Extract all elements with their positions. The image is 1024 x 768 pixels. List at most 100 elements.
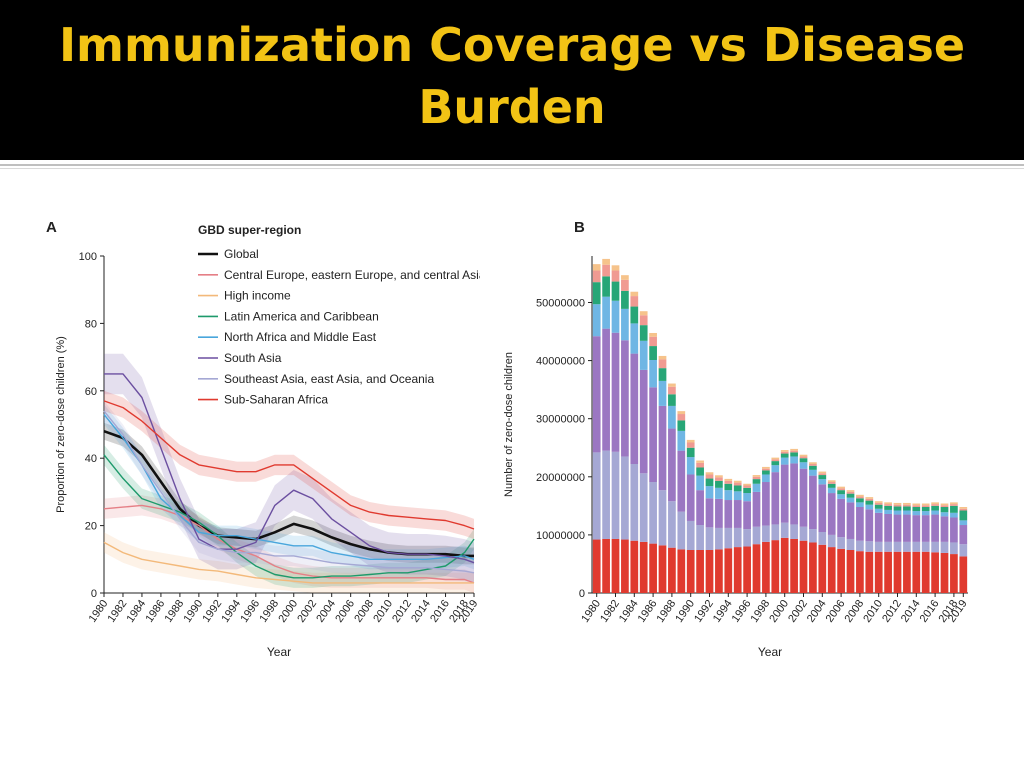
bar-segment xyxy=(715,527,723,550)
bar-segment xyxy=(649,387,657,483)
bar-segment xyxy=(884,551,892,593)
bar-segment xyxy=(696,467,704,476)
bar-segment xyxy=(790,538,798,593)
bar-segment xyxy=(818,471,827,474)
bar-segment xyxy=(696,460,704,463)
bar-segment xyxy=(743,487,751,494)
bar-segment xyxy=(837,548,845,593)
x-tick-label: 1988 xyxy=(654,598,678,625)
bar-segment xyxy=(959,510,968,521)
bar-segment xyxy=(856,551,864,593)
bar-segment xyxy=(733,547,742,593)
legend-label-4: North Africa and Middle East xyxy=(224,330,377,344)
bar-segment xyxy=(762,474,770,483)
x-tick-label: 1984 xyxy=(125,598,149,625)
bar-segment xyxy=(950,505,958,513)
bar-segment xyxy=(658,368,667,381)
y-tick-label: 60 xyxy=(85,386,97,398)
bar-segment xyxy=(809,464,817,466)
x-tick-label: 2002 xyxy=(295,598,319,625)
bar-segment xyxy=(809,469,817,476)
bar-segment xyxy=(799,458,808,463)
bar-segment xyxy=(780,522,789,538)
bar-segment xyxy=(856,507,864,541)
legend-label-5: South Asia xyxy=(224,351,282,365)
bar-segment xyxy=(959,507,968,509)
bar-segment xyxy=(592,539,601,593)
bar-segment xyxy=(668,386,676,395)
bar-segment xyxy=(921,507,930,512)
bar-segment xyxy=(677,450,686,512)
bar-segment xyxy=(865,498,874,501)
bar-segment xyxy=(611,451,620,539)
bar-segment xyxy=(733,482,742,486)
bar-segment xyxy=(724,480,733,484)
bar-segment xyxy=(818,473,827,476)
uncertainty-band-0 xyxy=(104,422,474,565)
bar-segment xyxy=(639,315,648,326)
bar-segment xyxy=(611,270,620,282)
bar-segment xyxy=(686,550,695,593)
x-tick-label: 1998 xyxy=(257,598,281,625)
bar-segment xyxy=(884,502,892,505)
x-tick-label: 2014 xyxy=(409,598,433,625)
chart-b-number-zero-dose: B 0 10000000 20000000 30000000 40000000 500000… xyxy=(503,219,970,659)
bar-segment xyxy=(856,502,864,508)
bar-segment xyxy=(780,450,789,452)
bar-segment xyxy=(668,394,676,406)
x-tick-label: 1996 xyxy=(730,598,754,625)
x-tick-label: 2012 xyxy=(880,598,904,625)
uncertainty-band-6 xyxy=(104,400,474,583)
bar-segment xyxy=(592,264,601,271)
bar-segment xyxy=(959,525,968,545)
bar-segment xyxy=(743,529,751,547)
bar-segment xyxy=(602,328,610,451)
x-tick-label: 2014 xyxy=(899,598,923,625)
bar-segment xyxy=(940,503,949,506)
bar-segment xyxy=(743,501,751,530)
bar-segment xyxy=(809,475,817,530)
bar-segment xyxy=(771,472,780,525)
bar-segment xyxy=(602,296,610,329)
bar-segment xyxy=(621,456,629,540)
bar-segment xyxy=(602,258,610,265)
bar-segment xyxy=(771,524,780,541)
bar-segment xyxy=(668,501,676,548)
uncertainty-band-4 xyxy=(104,404,474,570)
x-tick-label: 2002 xyxy=(786,598,810,625)
bar-segment xyxy=(903,541,911,552)
bar-segment xyxy=(780,464,789,523)
bar-segment xyxy=(686,447,695,458)
bar-segment xyxy=(743,546,751,593)
y-tick-label: 40000000 xyxy=(536,356,585,368)
bar-segment xyxy=(677,430,686,451)
bar-segment xyxy=(733,500,742,528)
bar-segment xyxy=(818,531,827,545)
bar-segment xyxy=(752,483,761,492)
bar-segment xyxy=(912,511,921,516)
bar-segment xyxy=(827,483,836,488)
bar-segment xyxy=(724,478,733,481)
bar-segment xyxy=(921,515,930,542)
x-tick-label: 1998 xyxy=(748,598,772,625)
bar-segment xyxy=(696,525,704,550)
bar-segment xyxy=(865,541,874,552)
x-tick-label: 1982 xyxy=(598,598,622,625)
bar-segment xyxy=(621,279,629,291)
bar-segment xyxy=(940,541,949,553)
bar-segment xyxy=(837,490,845,495)
bar-segment xyxy=(799,462,808,469)
bar-segment xyxy=(846,491,855,494)
bar-segment xyxy=(790,450,798,453)
bar-segment xyxy=(771,457,780,460)
bar-segment xyxy=(715,477,723,481)
series-line-6 xyxy=(103,410,475,574)
bar-segment xyxy=(743,483,751,486)
bar-segment xyxy=(743,485,751,488)
bar-segment xyxy=(950,542,958,555)
bar-segment xyxy=(592,452,601,540)
y-tick-label: 100 xyxy=(79,251,97,263)
bar-segment xyxy=(630,540,639,593)
bar-segment xyxy=(733,480,742,483)
bar-segment xyxy=(809,462,817,465)
